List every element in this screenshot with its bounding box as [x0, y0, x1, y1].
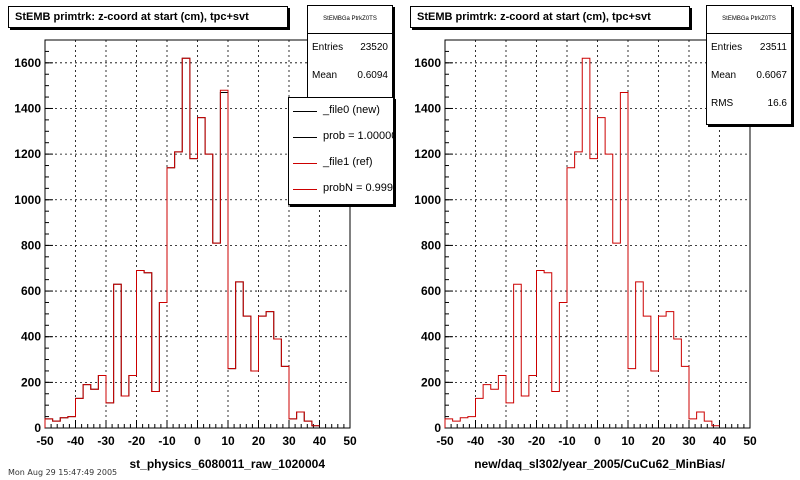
stats-value: 23511 [759, 42, 787, 53]
right-stats-entries-row: Entries 23511 [707, 34, 791, 62]
stats-value: 0.6067 [756, 70, 787, 81]
x-tick-label: 0 [194, 434, 201, 448]
x-tick-label: -30 [97, 434, 115, 448]
x-tick-label: 30 [682, 434, 696, 448]
stats-value: 0.6094 [357, 70, 388, 81]
histogram-series-line [444, 57, 720, 428]
legend-swatch [293, 111, 317, 112]
legend-swatch [293, 163, 317, 164]
y-tick-label: 200 [421, 375, 441, 389]
timestamp-footer: Mon Aug 29 15:47:49 2005 [8, 468, 118, 477]
x-tick-label: 0 [594, 434, 601, 448]
y-tick-label: 0 [434, 421, 441, 435]
right-stats-name: StEMBGa PtrkZ0TS [707, 6, 791, 34]
stats-label: Entries [711, 42, 743, 53]
x-tick-label: 30 [282, 434, 296, 448]
right-histogram: -50 -40 -30 -20 -10 0 10 20 30 40 50 0 200 400 600 800 1… [414, 39, 757, 471]
y-tick-label: 600 [21, 284, 41, 298]
legend-label: _file1 (ref) [323, 156, 373, 168]
y-tick-label: 1200 [14, 147, 41, 161]
x-tick-label: 10 [221, 434, 235, 448]
x-tick-label: 50 [743, 434, 757, 448]
stats-label: Mean [312, 70, 338, 81]
x-tick-label: 40 [713, 434, 727, 448]
x-tick-label: -20 [528, 434, 546, 448]
y-tick-label: 600 [421, 284, 441, 298]
histogram-series-line [44, 57, 320, 428]
right-stats-mean-row: Mean 0.6067 [707, 62, 791, 90]
left-stats-name: StEMBGa PtrkZ0TS [308, 6, 392, 34]
legend-label: _file0 (new) [323, 104, 380, 116]
stats-label: RMS [711, 98, 734, 109]
left-stats-entries-row: Entries 23520 [308, 34, 392, 62]
x-tick-label: 20 [252, 434, 266, 448]
x-axis-label: new/daq_sl302/year_2005/CuCu62_MinBias/ [474, 457, 725, 471]
legend-item: prob = 1.000000 [289, 124, 393, 150]
y-tick-label: 0 [34, 421, 41, 435]
x-tick-label: 20 [652, 434, 666, 448]
x-tick-label: -30 [497, 434, 515, 448]
y-tick-label: 1000 [414, 193, 441, 207]
left-histogram-title: StEMB primtrk: z-coord at start (cm), tp… [8, 6, 288, 28]
stats-label: Entries [312, 42, 344, 53]
right-stats-rms-row: RMS 16.6 [707, 90, 791, 118]
x-tick-label: -50 [436, 434, 454, 448]
y-tick-label: 1600 [414, 56, 441, 70]
x-tick-label: 40 [313, 434, 327, 448]
y-tick-label: 1600 [14, 56, 41, 70]
y-tick-label: 400 [421, 330, 441, 344]
x-axis-label: st_physics_6080011_raw_1020004 [129, 457, 325, 471]
legend-swatch [293, 137, 317, 138]
stats-label: Mean [711, 70, 737, 81]
plot-frame [444, 39, 751, 429]
legend-item: _file1 (ref) [289, 150, 393, 176]
legend-item: probN = 0.99944 [289, 176, 393, 202]
legend-label: probN = 0.99944 [323, 182, 394, 194]
legend-item: _file0 (new) [289, 98, 393, 124]
x-tick-label: -10 [558, 434, 576, 448]
y-tick-label: 400 [21, 330, 41, 344]
y-tick-label: 1000 [14, 193, 41, 207]
left-stats-mean-row: Mean 0.6094 [308, 62, 392, 90]
y-tick-label: 800 [21, 238, 41, 252]
y-tick-label: 1400 [14, 101, 41, 115]
x-tick-label: 10 [621, 434, 635, 448]
stats-value: 23520 [360, 42, 388, 53]
x-tick-label: -40 [467, 434, 485, 448]
left-legend: _file0 (new) prob = 1.000000 _file1 (ref… [288, 97, 394, 205]
y-tick-label: 200 [21, 375, 41, 389]
x-tick-label: 50 [343, 434, 357, 448]
x-tick-label: -10 [158, 434, 176, 448]
stats-value: 16.6 [767, 98, 787, 109]
x-tick-label: -20 [128, 434, 146, 448]
right-stats-box: StEMBGa PtrkZ0TS Entries 23511 Mean 0.60… [706, 5, 792, 125]
y-tick-label: 1200 [414, 147, 441, 161]
x-tick-label: -40 [67, 434, 85, 448]
right-histogram-title: StEMB primtrk: z-coord at start (cm), tp… [410, 6, 690, 28]
legend-swatch [293, 189, 317, 190]
y-tick-label: 800 [421, 238, 441, 252]
y-tick-label: 1400 [414, 101, 441, 115]
left-stats-box: StEMBGa PtrkZ0TS Entries 23520 Mean 0.60… [307, 5, 393, 99]
legend-label: prob = 1.000000 [323, 130, 393, 142]
x-tick-label: -50 [36, 434, 54, 448]
